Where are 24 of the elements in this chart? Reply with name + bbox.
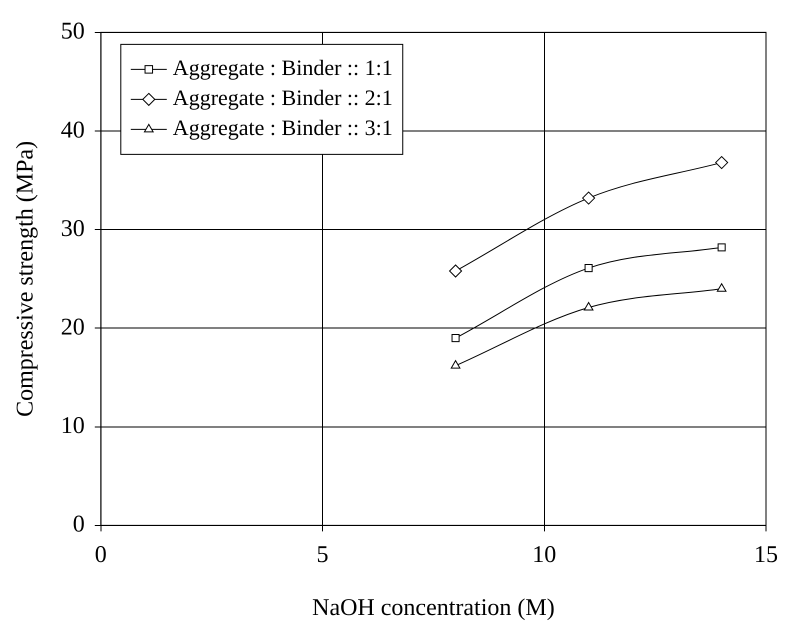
y-tick-label: 30 [60,216,85,242]
point [450,360,460,369]
x-tick-label: 10 [532,542,556,568]
point [449,264,462,278]
y-tick-label: 50 [60,18,85,45]
point [452,334,460,342]
y-tick-label: 40 [60,117,85,144]
y-tick-label: 0 [72,512,85,538]
y-axis-title: Compressive strength (MPa) [12,140,39,417]
y-tick-label: 10 [60,413,85,440]
x-tick-label: 5 [316,542,329,568]
y-tick-label: 20 [60,314,85,340]
x-tick-label: 0 [94,542,107,568]
x-axis-title: NaOH concentration (M) [312,594,555,621]
x-tick-label: 15 [754,542,778,568]
point [715,156,728,170]
point [718,243,726,252]
point [584,302,594,310]
legend-label: Aggregate : Binder :: 2:1 [172,85,393,110]
legend-label: Aggregate : Binder :: 1:1 [172,55,393,80]
legend-label: Aggregate : Binder :: 3:1 [172,115,393,140]
point [716,283,726,292]
point [582,192,596,205]
point [584,264,593,272]
